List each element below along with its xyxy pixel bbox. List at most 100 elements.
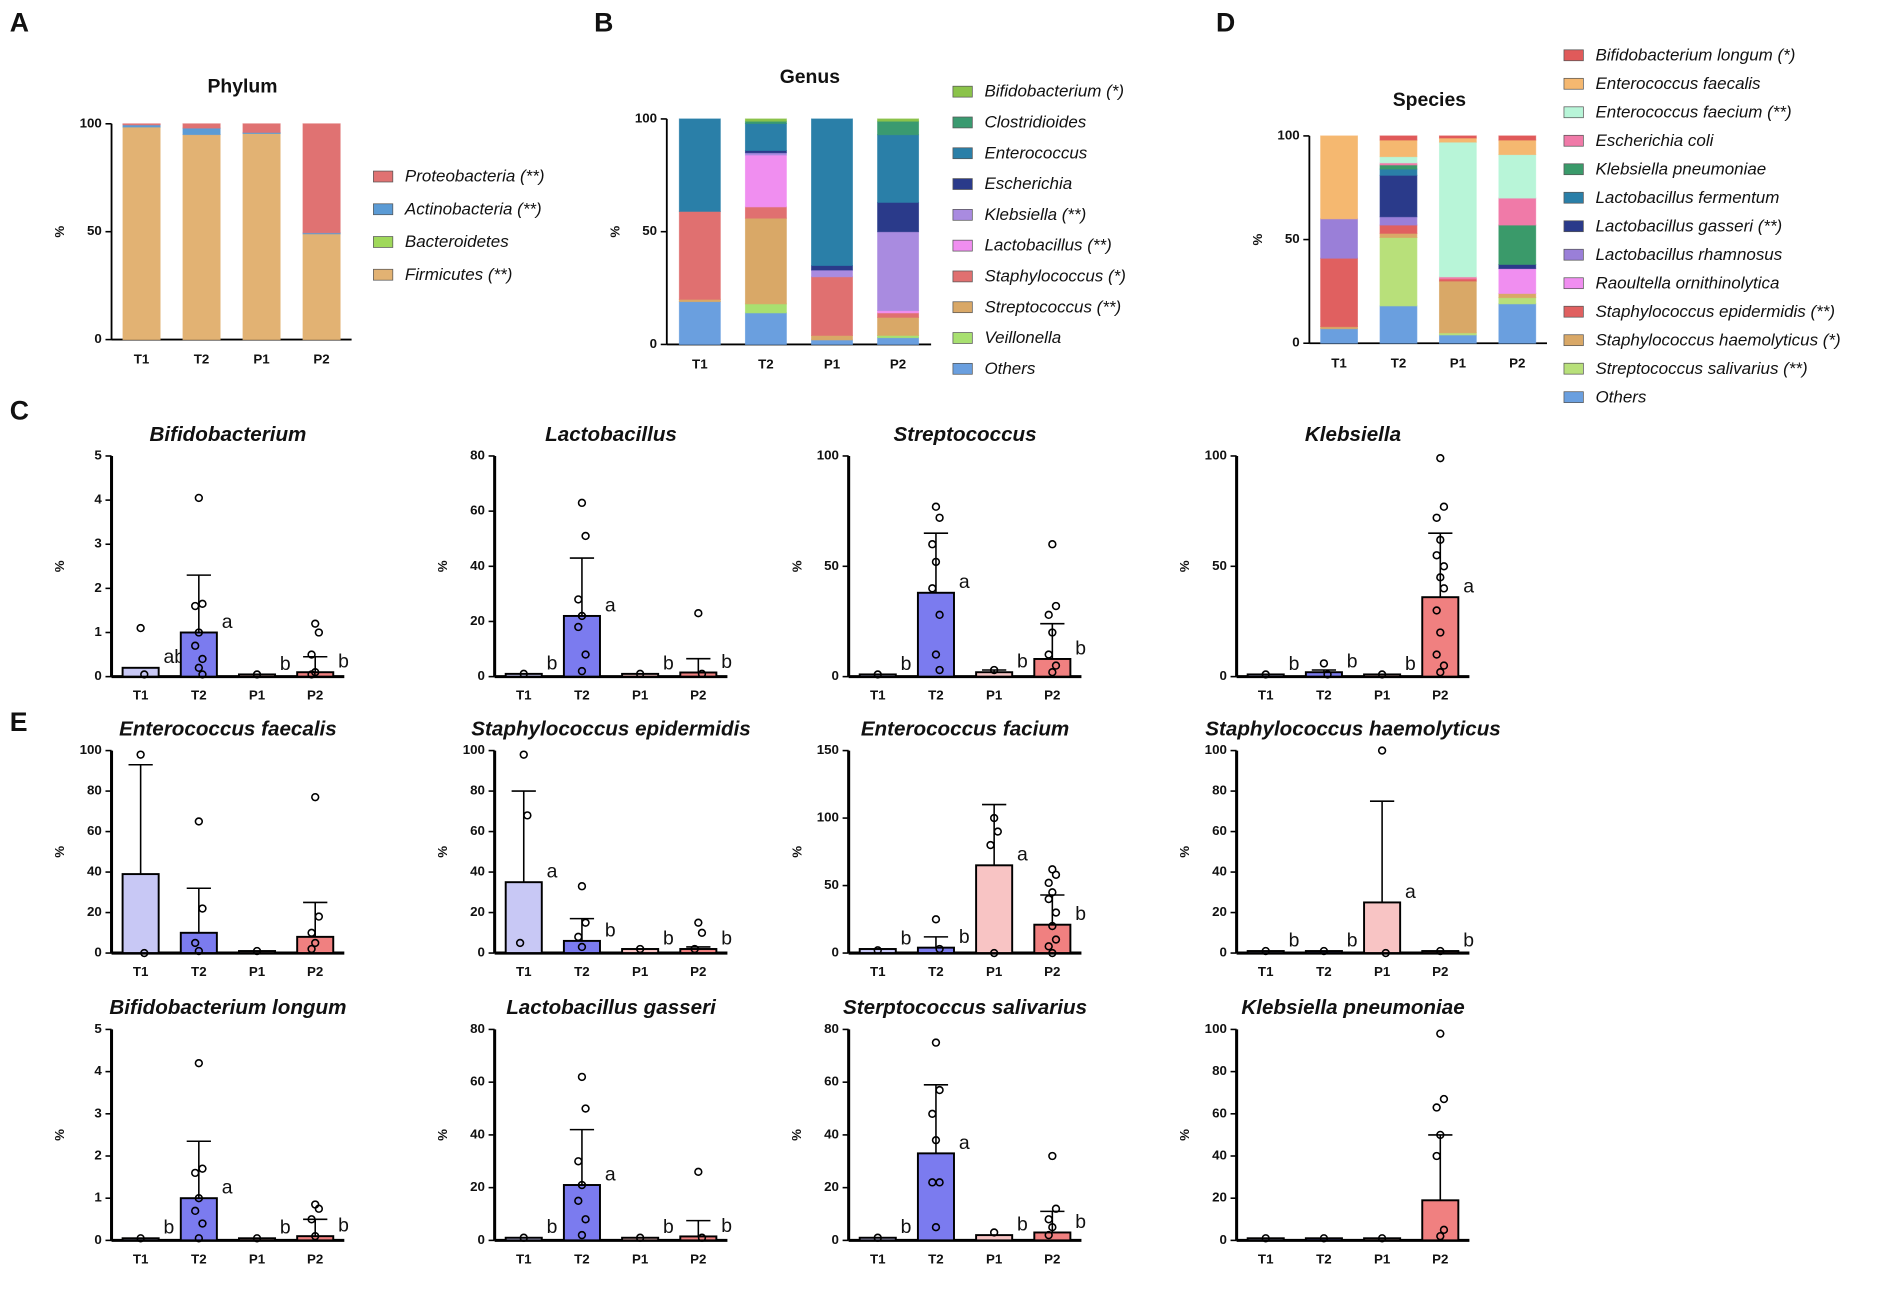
y-tick-label: 0	[1219, 945, 1226, 960]
bar-segment	[1498, 297, 1537, 305]
bar-segment	[1438, 280, 1477, 334]
data-point	[1432, 1103, 1441, 1112]
y-tick-label: 0	[94, 945, 101, 960]
y-tick-label: 60	[1212, 823, 1227, 838]
data-point	[1432, 1151, 1441, 1161]
data-point	[1436, 1231, 1445, 1241]
data-point	[935, 513, 944, 522]
y-tick-label: 80	[1212, 1063, 1227, 1078]
data-point	[136, 750, 145, 759]
x-tick-label: T2	[1316, 964, 1332, 979]
y-tick-label: 80	[87, 783, 102, 798]
chart-title: Enterococcus facium	[861, 717, 1069, 740]
bar-segment	[1320, 257, 1358, 328]
bar	[858, 1236, 897, 1242]
y-tick-label: 80	[824, 1021, 839, 1036]
bar-segment	[1438, 137, 1477, 143]
bar-segment	[877, 120, 920, 136]
x-tick-label: T1	[516, 964, 532, 979]
y-tick-label: 1	[94, 1190, 102, 1205]
y-tick-label: 0	[832, 668, 839, 683]
significance-letter: b	[1075, 1211, 1086, 1233]
significance-letter: b	[547, 652, 558, 674]
bar	[179, 631, 218, 678]
legend-label: Proteobacteria (**)	[405, 167, 545, 186]
bar	[121, 666, 160, 678]
legend-label: Staphylococcus epidermidis (**)	[1595, 302, 1835, 321]
significance-letter: b	[721, 1215, 732, 1237]
significance-letter: b	[280, 1217, 291, 1239]
x-tick-label: T2	[191, 1251, 207, 1266]
data-point	[989, 665, 999, 675]
y-tick-label: 0	[478, 1232, 485, 1247]
data-point	[1436, 535, 1445, 545]
data-point	[1377, 1234, 1387, 1243]
x-tick-label: P2	[1432, 688, 1448, 703]
chart-title: Lactobacillus	[545, 423, 677, 446]
data-point	[928, 540, 937, 549]
legend-swatch	[952, 332, 973, 344]
data-point	[1048, 948, 1057, 958]
data-point	[697, 1233, 707, 1242]
x-tick-label: T2	[928, 688, 944, 703]
legend-swatch	[1563, 305, 1584, 318]
panel-label: A	[10, 7, 29, 37]
bar-segment	[1498, 263, 1537, 270]
data-point	[311, 619, 320, 628]
y-axis-label: %	[52, 560, 67, 572]
data-point	[198, 1164, 207, 1173]
data-point	[1044, 650, 1053, 659]
chart-title: Bifidobacterium	[149, 423, 306, 446]
data-point	[989, 948, 999, 958]
x-tick-label: T2	[928, 1251, 944, 1266]
bar	[121, 873, 160, 955]
bar	[1246, 950, 1285, 955]
data-point	[1044, 942, 1053, 951]
significance-letter: b	[1017, 651, 1028, 673]
bar-segment	[1379, 224, 1418, 234]
bar-segment	[1498, 154, 1537, 199]
data-point	[1439, 1225, 1449, 1235]
data-point	[307, 670, 316, 679]
data-point	[1436, 453, 1445, 463]
bar-segment	[1320, 328, 1358, 344]
significance-letter: a	[605, 1163, 616, 1185]
data-point	[1044, 1215, 1053, 1224]
bar-segment	[1498, 197, 1537, 226]
legend-swatch	[373, 236, 394, 248]
x-tick-label: T1	[133, 688, 149, 703]
significance-letter: b	[1075, 637, 1086, 659]
data-point	[1432, 513, 1441, 522]
bar-segment	[1498, 292, 1537, 299]
y-axis-label: %	[789, 560, 804, 572]
data-point	[198, 1219, 207, 1228]
chart-title: Enterococcus faecalis	[119, 717, 337, 740]
y-axis-label: %	[1177, 560, 1192, 572]
data-point	[1261, 670, 1270, 679]
data-point	[690, 944, 699, 954]
x-tick-label: P2	[1432, 964, 1448, 979]
data-point	[523, 811, 532, 820]
y-tick-label: 0	[94, 1232, 101, 1247]
bar-segment	[744, 312, 787, 345]
x-tick-label: P2	[690, 1251, 706, 1266]
y-tick-label: 50	[1285, 231, 1300, 246]
data-point	[993, 827, 1002, 836]
legend-label: Enterococcus faecalis	[1595, 74, 1761, 93]
significance-letter: b	[547, 1216, 558, 1238]
bar-segment	[1379, 174, 1418, 218]
bar-segment	[1320, 218, 1358, 259]
legend-label: Enterococcus faecium (**)	[1595, 102, 1791, 121]
data-point	[1319, 1234, 1329, 1243]
legend-swatch	[952, 209, 973, 221]
data-point	[1048, 540, 1057, 549]
y-tick-label: 20	[87, 904, 102, 919]
y-tick-label: 3	[94, 1105, 101, 1120]
data-point	[986, 840, 995, 850]
legend-swatch	[1563, 220, 1584, 233]
x-tick-label: T1	[1258, 1251, 1274, 1266]
data-point	[928, 584, 937, 593]
significance-letter: a	[547, 861, 558, 883]
y-tick-label: 4	[94, 492, 102, 507]
